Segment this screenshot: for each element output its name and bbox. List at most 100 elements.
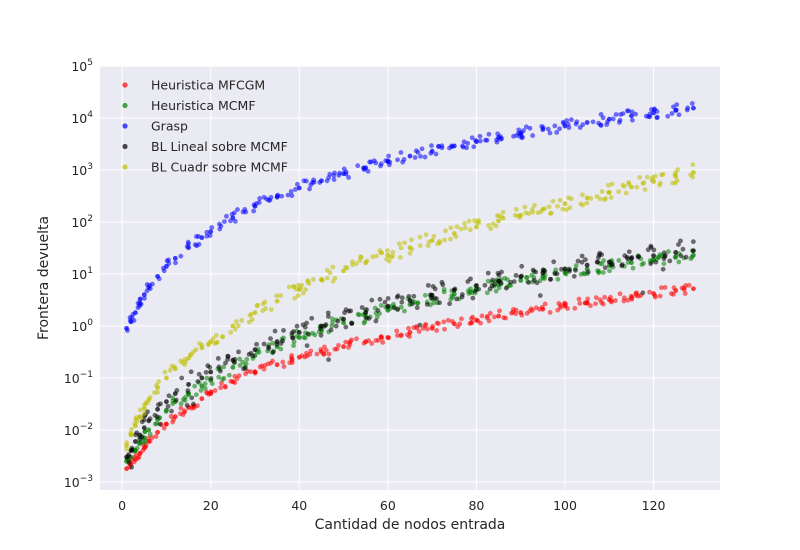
- data-point: [390, 249, 396, 255]
- data-point: [635, 254, 641, 260]
- data-point: [374, 253, 380, 259]
- data-point: [143, 438, 148, 444]
- data-point: [564, 118, 570, 123]
- data-point: [369, 297, 375, 303]
- data-point: [493, 223, 499, 229]
- data-point: [652, 293, 658, 298]
- data-point: [691, 169, 696, 175]
- data-point: [529, 206, 535, 212]
- data-point: [261, 194, 267, 200]
- data-point: [689, 101, 695, 106]
- data-point: [662, 254, 668, 259]
- data-point: [418, 153, 423, 159]
- data-point: [254, 303, 260, 309]
- data-point: [366, 338, 371, 344]
- data-point: [172, 366, 178, 372]
- data-point: [486, 131, 492, 137]
- data-point: [178, 405, 184, 411]
- data-point: [147, 416, 153, 422]
- data-point: [470, 314, 476, 320]
- data-point: [626, 108, 631, 114]
- legend-marker: [122, 123, 128, 129]
- data-point: [212, 388, 218, 393]
- data-point: [295, 293, 301, 298]
- data-point: [382, 299, 388, 305]
- data-point: [390, 253, 396, 259]
- data-point: [394, 328, 400, 334]
- data-point: [346, 175, 351, 180]
- data-point: [178, 401, 184, 407]
- data-point: [670, 180, 676, 186]
- data-point: [292, 295, 298, 301]
- data-point: [364, 258, 370, 264]
- data-point: [386, 335, 392, 341]
- data-point: [521, 128, 526, 133]
- data-point: [378, 303, 384, 308]
- data-point: [565, 121, 571, 127]
- data-point: [518, 212, 524, 218]
- data-point: [378, 250, 384, 256]
- data-point: [343, 324, 349, 330]
- data-point: [451, 291, 457, 297]
- data-point: [673, 107, 679, 113]
- data-point: [547, 130, 553, 136]
- data-point: [579, 259, 585, 265]
- data-point: [184, 402, 190, 408]
- data-point: [673, 249, 679, 255]
- data-point: [177, 411, 183, 417]
- data-point: [415, 149, 421, 155]
- data-point: [407, 298, 413, 303]
- data-point: [490, 277, 496, 283]
- data-point: [414, 325, 420, 331]
- data-point: [556, 301, 562, 306]
- data-point: [577, 301, 583, 306]
- data-point: [164, 407, 169, 413]
- data-point: [642, 187, 648, 192]
- data-point: [385, 296, 391, 301]
- data-point: [487, 310, 493, 316]
- data-point: [139, 434, 145, 440]
- data-point: [648, 261, 654, 267]
- data-point: [496, 313, 501, 319]
- data-point: [168, 413, 174, 419]
- data-point: [358, 254, 363, 260]
- x-axis-label: Cantidad de nodos entrada: [315, 517, 506, 533]
- data-point: [307, 351, 313, 357]
- data-point: [347, 342, 353, 347]
- data-point: [590, 119, 596, 125]
- data-point: [251, 208, 257, 214]
- data-point: [332, 275, 338, 281]
- data-point: [386, 162, 392, 168]
- data-point: [373, 318, 379, 324]
- y-tick-label: 105: [71, 58, 93, 74]
- data-point: [522, 204, 528, 210]
- data-point: [156, 379, 162, 384]
- data-point: [595, 268, 601, 273]
- data-point: [204, 229, 210, 235]
- data-point: [518, 278, 524, 283]
- data-point: [471, 144, 477, 150]
- data-point: [353, 261, 359, 267]
- data-point: [416, 329, 422, 334]
- data-point: [126, 453, 132, 459]
- data-point: [230, 215, 236, 221]
- data-point: [278, 346, 284, 352]
- data-point: [167, 367, 173, 373]
- data-point: [626, 249, 632, 255]
- data-point: [335, 318, 341, 324]
- data-point: [309, 180, 315, 185]
- data-point: [399, 299, 405, 305]
- data-point: [386, 153, 391, 159]
- plot-background: [100, 66, 720, 490]
- data-point: [125, 328, 130, 333]
- data-point: [613, 298, 618, 303]
- data-point: [674, 102, 680, 107]
- data-point: [359, 305, 365, 310]
- data-point: [580, 122, 586, 128]
- data-point: [454, 296, 460, 302]
- data-point: [402, 240, 407, 246]
- data-point: [165, 403, 171, 409]
- data-point: [270, 358, 275, 364]
- data-point: [398, 245, 404, 251]
